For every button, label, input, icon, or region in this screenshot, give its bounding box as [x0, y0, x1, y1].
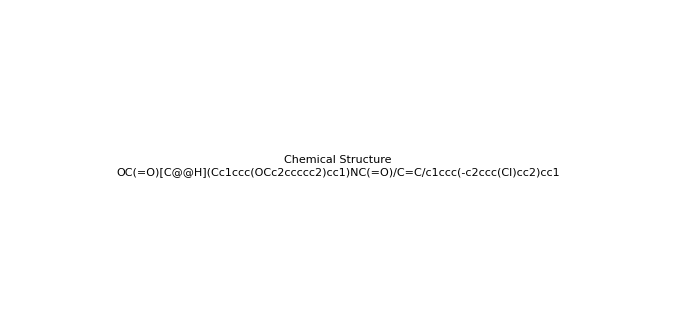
Text: Chemical Structure
OC(=O)[C@@H](Cc1ccc(OCc2ccccc2)cc1)NC(=O)/C=C/c1ccc(-c2ccc(Cl: Chemical Structure OC(=O)[C@@H](Cc1ccc(O… [116, 155, 560, 177]
